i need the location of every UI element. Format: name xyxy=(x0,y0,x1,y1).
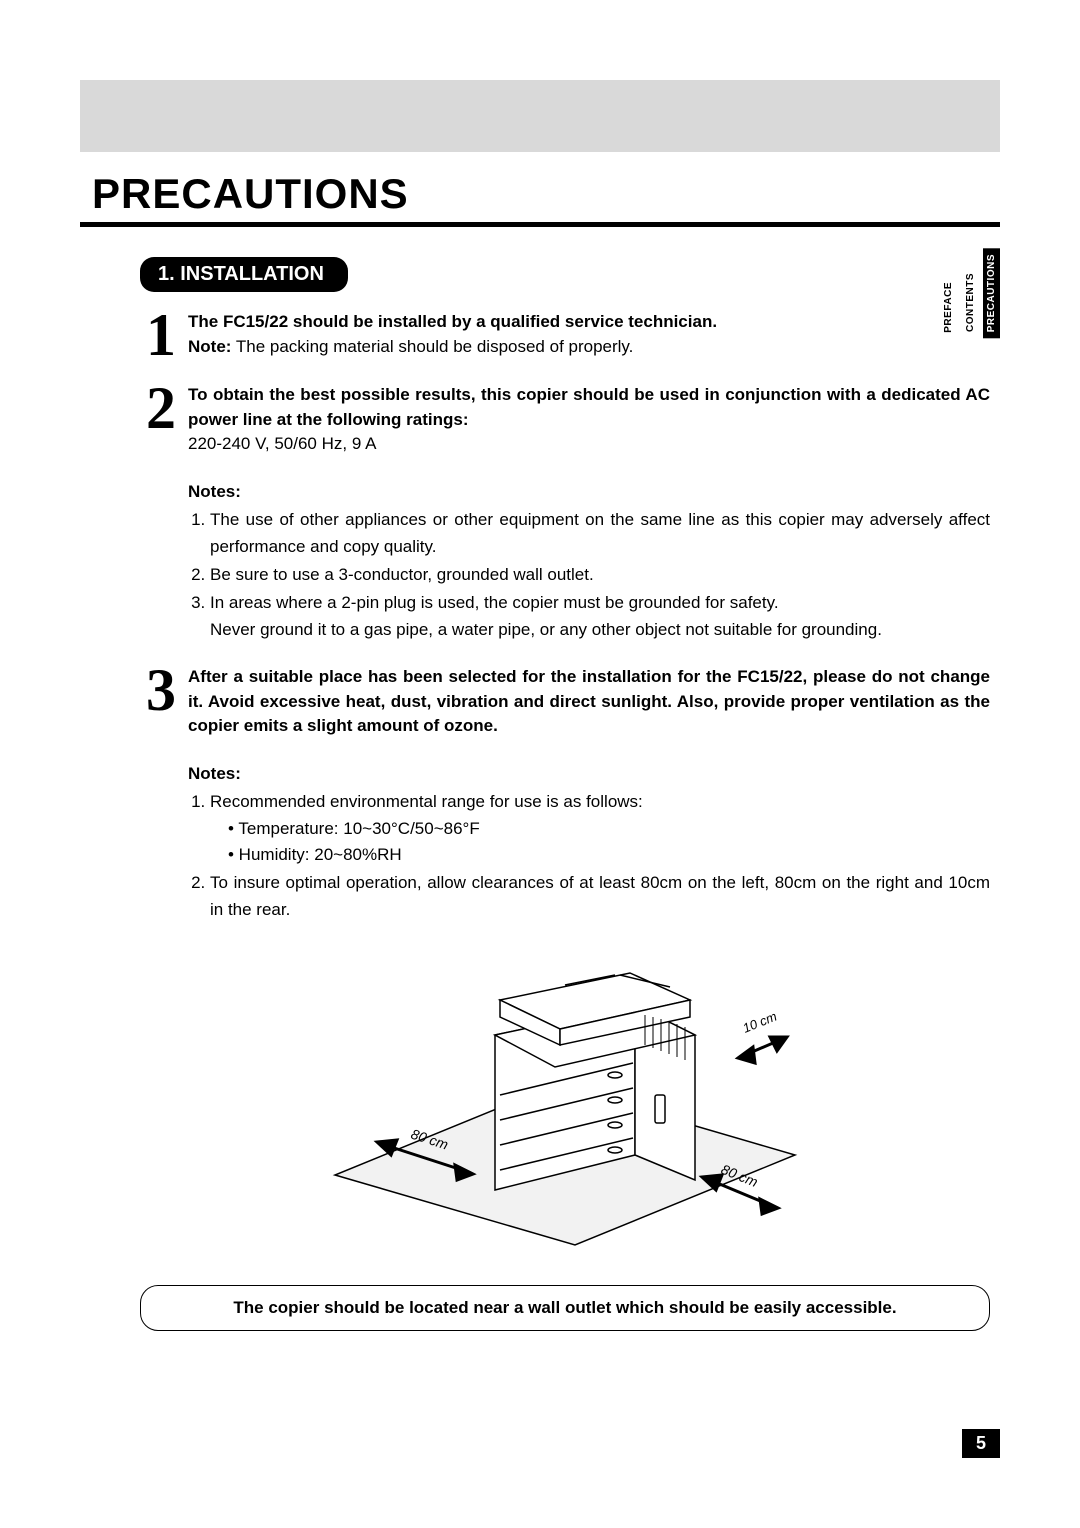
title-wrap: PRECAUTIONS xyxy=(80,170,1000,227)
callout-box: The copier should be located near a wall… xyxy=(140,1285,990,1331)
page-title: PRECAUTIONS xyxy=(92,170,1000,218)
step-3-bold: After a suitable place has been selected… xyxy=(188,665,990,739)
step-2-spec: 220-240 V, 50/60 Hz, 9 A xyxy=(188,432,990,457)
page: PRECAUTIONS PREFACE CONTENTS PRECAUTIONS… xyxy=(0,0,1080,1528)
note-b1: Recommended environmental range for use … xyxy=(210,792,643,811)
notes-block-1: Notes: The use of other appliances or ot… xyxy=(188,479,990,643)
notes-heading: Notes: xyxy=(188,479,990,505)
note-b1a: • Temperature: 10~30°C/50~86°F xyxy=(228,816,990,842)
copier-diagram-svg: 80 cm 80 cm 10 cm xyxy=(315,945,815,1255)
content-area: 1. INSTALLATION 1 The FC15/22 should be … xyxy=(80,257,1000,1331)
note-item: In areas where a 2-pin plug is used, the… xyxy=(210,590,990,643)
note-label: Note: xyxy=(188,337,231,356)
header-banner xyxy=(80,80,1000,152)
note-item: Recommended environmental range for use … xyxy=(210,789,990,868)
clearance-diagram: 80 cm 80 cm 10 cm xyxy=(140,945,990,1255)
note-item: The use of other appliances or other equ… xyxy=(210,507,990,560)
page-number: 5 xyxy=(962,1429,1000,1458)
step-number: 2 xyxy=(140,383,182,457)
note-text: The packing material should be disposed … xyxy=(231,337,633,356)
step-2-bold: To obtain the best possible results, thi… xyxy=(188,383,990,432)
step-number: 1 xyxy=(140,310,182,361)
step-1-bold: The FC15/22 should be installed by a qua… xyxy=(188,312,717,331)
note-item: To insure optimal operation, allow clear… xyxy=(210,870,990,923)
step-number: 3 xyxy=(140,665,182,739)
note-b1b: • Humidity: 20~80%RH xyxy=(228,842,990,868)
step-2: 2 To obtain the best possible results, t… xyxy=(140,383,990,457)
note-3b: Never ground it to a gas pipe, a water p… xyxy=(210,620,882,639)
copier-body xyxy=(495,973,695,1190)
label-rear: 10 cm xyxy=(741,1009,780,1036)
step-body: To obtain the best possible results, thi… xyxy=(188,383,990,457)
step-3: 3 After a suitable place has been select… xyxy=(140,665,990,739)
step-body: After a suitable place has been selected… xyxy=(188,665,990,739)
note-3a: In areas where a 2-pin plug is used, the… xyxy=(210,593,779,612)
note-item: Be sure to use a 3-conductor, grounded w… xyxy=(210,562,990,588)
notes-block-2: Notes: Recommended environmental range f… xyxy=(188,761,990,923)
section-heading: 1. INSTALLATION xyxy=(140,257,348,292)
arrow-rear xyxy=(738,1037,787,1063)
step-body: The FC15/22 should be installed by a qua… xyxy=(188,310,990,361)
step-1: 1 The FC15/22 should be installed by a q… xyxy=(140,310,990,361)
notes-heading: Notes: xyxy=(188,761,990,787)
